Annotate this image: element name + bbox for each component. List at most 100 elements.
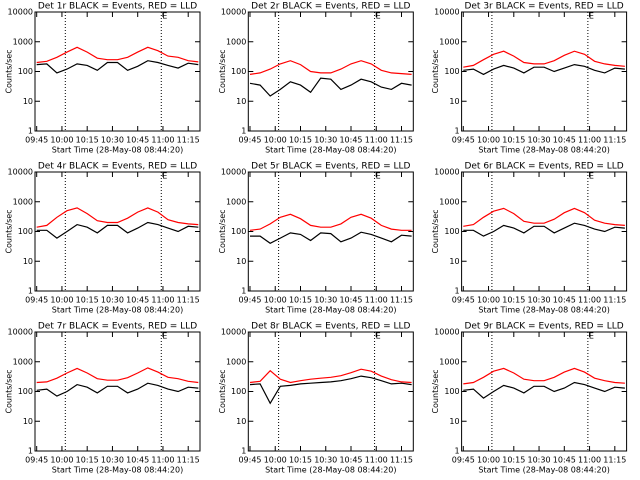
x-tick-label: 10:45 xyxy=(339,296,362,305)
x-tick-label: 10:45 xyxy=(126,456,149,465)
x-tick-label: 10:30 xyxy=(101,296,124,305)
plot-frame xyxy=(461,11,628,132)
series-line xyxy=(249,77,412,97)
y-tick-label: 1 xyxy=(28,447,33,456)
y-axis-label: Counts/sec xyxy=(218,369,227,413)
y-axis-label: Counts/sec xyxy=(5,49,14,93)
x-axis-label: Start Time (28-May-08 08:44:20) xyxy=(52,306,183,315)
annotation: E xyxy=(589,332,594,341)
annotation: E xyxy=(376,12,381,21)
y-tick-label: 1 xyxy=(455,447,460,456)
series-line xyxy=(463,367,625,385)
x-tick-label: 10:45 xyxy=(126,296,149,305)
chart-title: Det 4r BLACK = Events, RED = LLD xyxy=(38,162,197,172)
y-tick-label: 100 xyxy=(444,387,459,396)
y-tick-label: 10 xyxy=(449,97,459,106)
plot-frame xyxy=(461,171,628,292)
panel: Det 5r BLACK = Events, RED = LLD 1 10 100 10… xyxy=(218,162,414,315)
x-tick-label: 10:30 xyxy=(101,136,124,145)
annotation: E xyxy=(162,12,167,21)
y-tick-label: 1 xyxy=(455,287,460,296)
x-tick-label: 10:15 xyxy=(289,456,312,465)
y-tick-label: 10 xyxy=(236,97,246,106)
x-tick-label: 10:45 xyxy=(553,296,576,305)
x-tick-label: 11:00 xyxy=(578,296,601,305)
y-tick-label: 100 xyxy=(18,387,33,396)
x-tick-label: 10:00 xyxy=(50,296,73,305)
plot-frame xyxy=(34,171,201,292)
x-axis-label: Start Time (28-May-08 08:44:20) xyxy=(478,306,609,315)
y-axis-label: Counts/sec xyxy=(431,369,440,413)
plot-frame xyxy=(461,331,628,452)
panel: Det 7r BLACK = Events, RED = LLD 1 10 100 10… xyxy=(5,322,201,475)
plot-frame xyxy=(34,331,201,452)
y-axis-label: Counts/sec xyxy=(5,369,14,413)
x-tick-label: 09:45 xyxy=(25,296,48,305)
y-tick-label: 10 xyxy=(23,417,33,426)
y-tick-label: 1000 xyxy=(439,357,459,366)
series-line xyxy=(36,382,199,397)
y-tick-label: 100 xyxy=(18,67,33,76)
series-line xyxy=(36,207,199,228)
x-axis-label: Start Time (28-May-08 08:44:20) xyxy=(52,466,183,475)
panel: Det 8r BLACK = Events, RED = LLD 1 10 100 10… xyxy=(218,322,414,475)
y-tick-label: 1 xyxy=(241,447,246,456)
x-tick-label: 10:30 xyxy=(528,456,551,465)
x-tick-label: 11:15 xyxy=(603,456,626,465)
chart-title: Det 2r BLACK = Events, RED = LLD xyxy=(251,2,410,12)
series-line xyxy=(249,375,412,405)
y-tick-label: 1000 xyxy=(226,37,246,46)
y-tick-label: 10 xyxy=(23,97,33,106)
panel: Det 3r BLACK = Events, RED = LLD 1 10 100 10… xyxy=(431,2,628,155)
x-tick-label: 10:30 xyxy=(314,136,337,145)
series-line xyxy=(463,50,625,68)
y-tick-label: 10000 xyxy=(434,168,459,177)
series-line xyxy=(36,60,199,74)
y-tick-label: 1000 xyxy=(13,197,33,206)
panel: Det 1r BLACK = Events, RED = LLD 1 10 100 10… xyxy=(5,2,201,155)
x-tick-label: 11:15 xyxy=(390,296,413,305)
y-tick-label: 1000 xyxy=(13,37,33,46)
y-tick-label: 100 xyxy=(444,67,459,76)
x-tick-label: 09:45 xyxy=(452,296,475,305)
y-axis-label: Counts/sec xyxy=(431,49,440,93)
x-tick-label: 10:00 xyxy=(50,136,73,145)
panel: Det 4r BLACK = Events, RED = LLD 1 10 100 10… xyxy=(5,162,201,315)
y-tick-label: 10000 xyxy=(434,8,459,17)
y-tick-label: 1000 xyxy=(226,357,246,366)
y-tick-label: 1000 xyxy=(226,197,246,206)
series-line xyxy=(250,231,412,245)
y-tick-label: 10000 xyxy=(221,328,246,337)
x-tick-label: 10:45 xyxy=(126,136,149,145)
y-tick-label: 1 xyxy=(455,127,460,136)
x-tick-label: 10:15 xyxy=(76,136,99,145)
plot-frame xyxy=(247,11,414,132)
x-tick-label: 10:00 xyxy=(264,456,287,465)
panel: Det 6r BLACK = Events, RED = LLD 1 10 100 10… xyxy=(431,162,628,315)
x-tick-label: 10:15 xyxy=(76,456,99,465)
x-axis-label: Start Time (28-May-08 08:44:20) xyxy=(478,466,609,475)
annotation: E xyxy=(162,172,167,181)
series-line xyxy=(249,213,412,231)
series-line xyxy=(36,367,199,384)
x-tick-label: 11:00 xyxy=(365,456,388,465)
x-tick-label: 10:00 xyxy=(264,296,287,305)
x-tick-label: 10:45 xyxy=(339,136,362,145)
x-tick-label: 11:15 xyxy=(177,296,200,305)
x-tick-label: 09:45 xyxy=(452,456,475,465)
series-line xyxy=(249,60,412,75)
y-tick-label: 100 xyxy=(444,227,459,236)
chart-title: Det 7r BLACK = Events, RED = LLD xyxy=(38,322,197,332)
y-tick-label: 10000 xyxy=(434,328,459,337)
x-tick-label: 10:30 xyxy=(528,296,551,305)
x-tick-label: 10:00 xyxy=(477,136,500,145)
chart-title: Det 1r BLACK = Events, RED = LLD xyxy=(38,2,197,12)
x-axis-label: Start Time (28-May-08 08:44:20) xyxy=(478,146,609,155)
x-tick-label: 10:00 xyxy=(50,456,73,465)
x-tick-label: 10:15 xyxy=(502,136,525,145)
x-tick-label: 10:45 xyxy=(339,456,362,465)
x-tick-label: 11:15 xyxy=(177,456,200,465)
y-tick-label: 10000 xyxy=(221,8,246,17)
panel: Det 9r BLACK = Events, RED = LLD 1 10 100 10… xyxy=(431,322,628,475)
annotation: E xyxy=(376,332,381,341)
